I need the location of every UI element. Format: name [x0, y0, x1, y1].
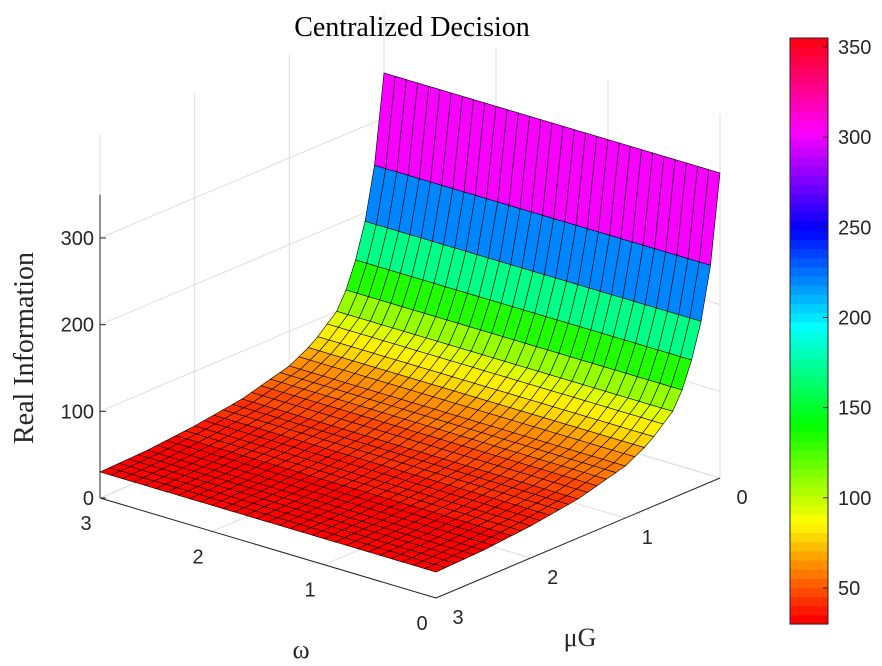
colorbar-segment — [790, 514, 828, 524]
colorbar-segment — [790, 596, 828, 607]
x-axis-line — [99, 497, 437, 599]
colorbar-tick-label: 200 — [838, 307, 871, 329]
z-tick-label: 200 — [61, 315, 94, 337]
colorbar-segment — [790, 266, 828, 277]
axes — [99, 194, 721, 599]
x-tick-label: 1 — [304, 580, 315, 602]
y-axis-line — [435, 477, 721, 599]
colorbar-segment — [790, 312, 828, 323]
colorbar-segment — [790, 321, 828, 332]
colorbar-segment — [790, 157, 828, 167]
colorbar-segment — [790, 550, 828, 561]
colorbar-segment — [790, 367, 828, 378]
colorbar-segment — [790, 257, 828, 268]
colorbar-segment — [790, 422, 828, 433]
colorbar-segment — [790, 47, 828, 57]
colorbar-segment — [790, 120, 828, 131]
y-tick-label: 3 — [452, 607, 463, 629]
grid-line — [99, 204, 385, 326]
colorbar-segment — [790, 111, 828, 122]
colorbar-segment — [790, 193, 828, 204]
colorbar-segment — [790, 440, 828, 451]
colorbar-segment — [790, 376, 828, 387]
colorbar-segment — [790, 413, 828, 424]
colorbar-segment — [790, 486, 828, 497]
colorbar-segment — [790, 349, 828, 360]
colorbar-segment — [790, 211, 828, 222]
colorbar-segment — [790, 578, 828, 588]
colorbar-segment — [790, 38, 828, 48]
colorbar-segment — [790, 65, 828, 76]
surface-patch — [423, 563, 447, 573]
colorbar-segment — [790, 74, 828, 85]
colorbar-segment — [790, 459, 828, 469]
z-tick-label: 0 — [83, 488, 94, 510]
colorbar-tick-label: 250 — [838, 217, 871, 239]
x-tick-label: 3 — [80, 513, 91, 535]
colorbar-segment — [790, 248, 828, 259]
z-axis-label: Real Information — [9, 252, 40, 444]
tick-labels: 0 100 200 300 0 1 2 3 0 1 2 3 — [61, 228, 748, 635]
colorbar-segment — [790, 541, 828, 552]
colorbar-segment — [790, 294, 828, 305]
colorbar-segment — [790, 239, 828, 250]
colorbar-segment — [790, 395, 828, 405]
colorbar-segment — [790, 147, 828, 158]
colorbar-segment — [790, 477, 828, 488]
colorbar-segment — [790, 569, 828, 579]
colorbar-tick-label: 300 — [838, 127, 871, 149]
colorbar: 50 100 150 200 250 300 350 — [789, 37, 871, 625]
colorbar-segment — [790, 587, 828, 598]
colorbar-segment — [790, 303, 828, 314]
colorbar-segment — [790, 504, 828, 515]
colorbar-tick-label: 150 — [838, 398, 871, 420]
colorbar-segment — [790, 331, 828, 341]
colorbar-segment — [790, 102, 828, 112]
colorbar-segment — [790, 230, 828, 241]
y-axis-label: μG — [564, 623, 597, 652]
colorbar-segment — [790, 404, 828, 415]
colorbar-segment — [790, 450, 828, 460]
colorbar-segment — [790, 175, 828, 186]
colorbar-segment — [790, 340, 828, 350]
x-axis-label: ω — [292, 635, 309, 664]
colorbar-segment — [790, 184, 828, 195]
chart-title: Centralized Decision — [294, 12, 530, 43]
colorbar-segment — [790, 431, 828, 442]
colorbar-segment — [790, 83, 828, 94]
colorbar-segment — [790, 385, 828, 396]
grid-line — [99, 117, 385, 239]
colorbar-segment — [790, 92, 828, 103]
colorbar-segment — [790, 276, 828, 286]
x-tick-label: 2 — [192, 546, 203, 568]
colorbar-tick-label: 100 — [838, 488, 871, 510]
colorbar-segment — [790, 202, 828, 213]
colorbar-segment — [790, 285, 828, 295]
x-tick-label: 0 — [416, 613, 427, 635]
z-tick-label: 300 — [61, 228, 94, 250]
colorbar-segment — [790, 495, 828, 506]
colorbar-segment — [790, 523, 828, 534]
surface-plot — [99, 72, 721, 573]
colorbar-segment — [790, 468, 828, 479]
colorbar-segment — [790, 614, 828, 625]
colorbar-tick-label: 350 — [838, 37, 871, 59]
colorbar-segment — [790, 138, 828, 149]
colorbar-segment — [790, 559, 828, 570]
colorbar-segment — [790, 221, 828, 231]
colorbar-segment — [790, 605, 828, 616]
colorbar-segment — [790, 358, 828, 369]
colorbar-tick-label: 50 — [838, 578, 860, 600]
y-tick-label: 1 — [642, 527, 653, 549]
y-tick-label: 2 — [547, 567, 558, 589]
colorbar-segment — [790, 532, 828, 543]
colorbar-frame — [789, 37, 829, 625]
colorbar-segment — [790, 166, 828, 176]
colorbar-segment — [790, 129, 828, 140]
colorbar-segment — [790, 56, 828, 67]
y-tick-label: 0 — [736, 487, 747, 509]
z-tick-label: 100 — [61, 401, 94, 423]
